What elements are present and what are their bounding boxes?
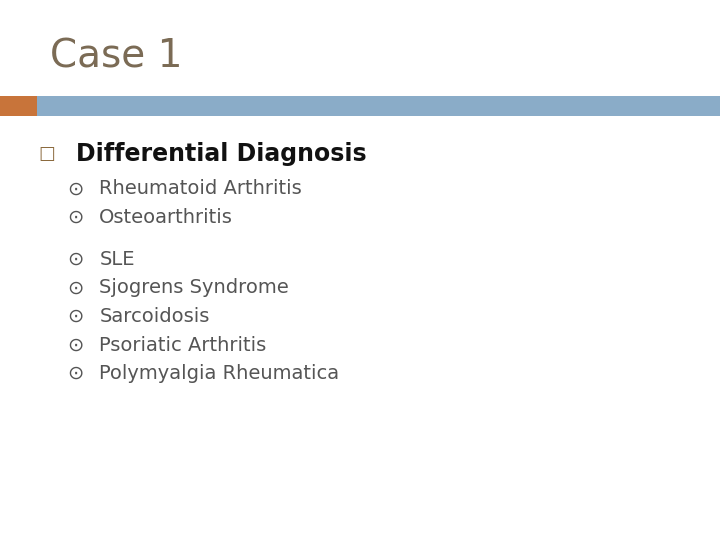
- Text: Psoriatic Arthritis: Psoriatic Arthritis: [99, 335, 266, 355]
- Text: Differential Diagnosis: Differential Diagnosis: [76, 142, 366, 166]
- Text: Sarcoidosis: Sarcoidosis: [99, 307, 210, 326]
- Text: Rheumatoid Arthritis: Rheumatoid Arthritis: [99, 179, 302, 199]
- Text: ⊙: ⊙: [68, 179, 84, 199]
- Text: ⊙: ⊙: [68, 335, 84, 355]
- Text: ⊙: ⊙: [68, 307, 84, 326]
- Text: ⊙: ⊙: [68, 364, 84, 383]
- Text: Polymyalgia Rheumatica: Polymyalgia Rheumatica: [99, 364, 340, 383]
- Text: Sjogrens Syndrome: Sjogrens Syndrome: [99, 278, 289, 298]
- Text: Osteoarthritis: Osteoarthritis: [99, 208, 233, 227]
- Text: ⊙: ⊙: [68, 208, 84, 227]
- Bar: [0, 96, 37, 116]
- Text: □: □: [38, 145, 55, 163]
- Text: ⊙: ⊙: [68, 249, 84, 269]
- Bar: [37, 96, 720, 116]
- Text: Case 1: Case 1: [50, 38, 183, 76]
- Text: ⊙: ⊙: [68, 278, 84, 298]
- Text: SLE: SLE: [99, 249, 135, 269]
